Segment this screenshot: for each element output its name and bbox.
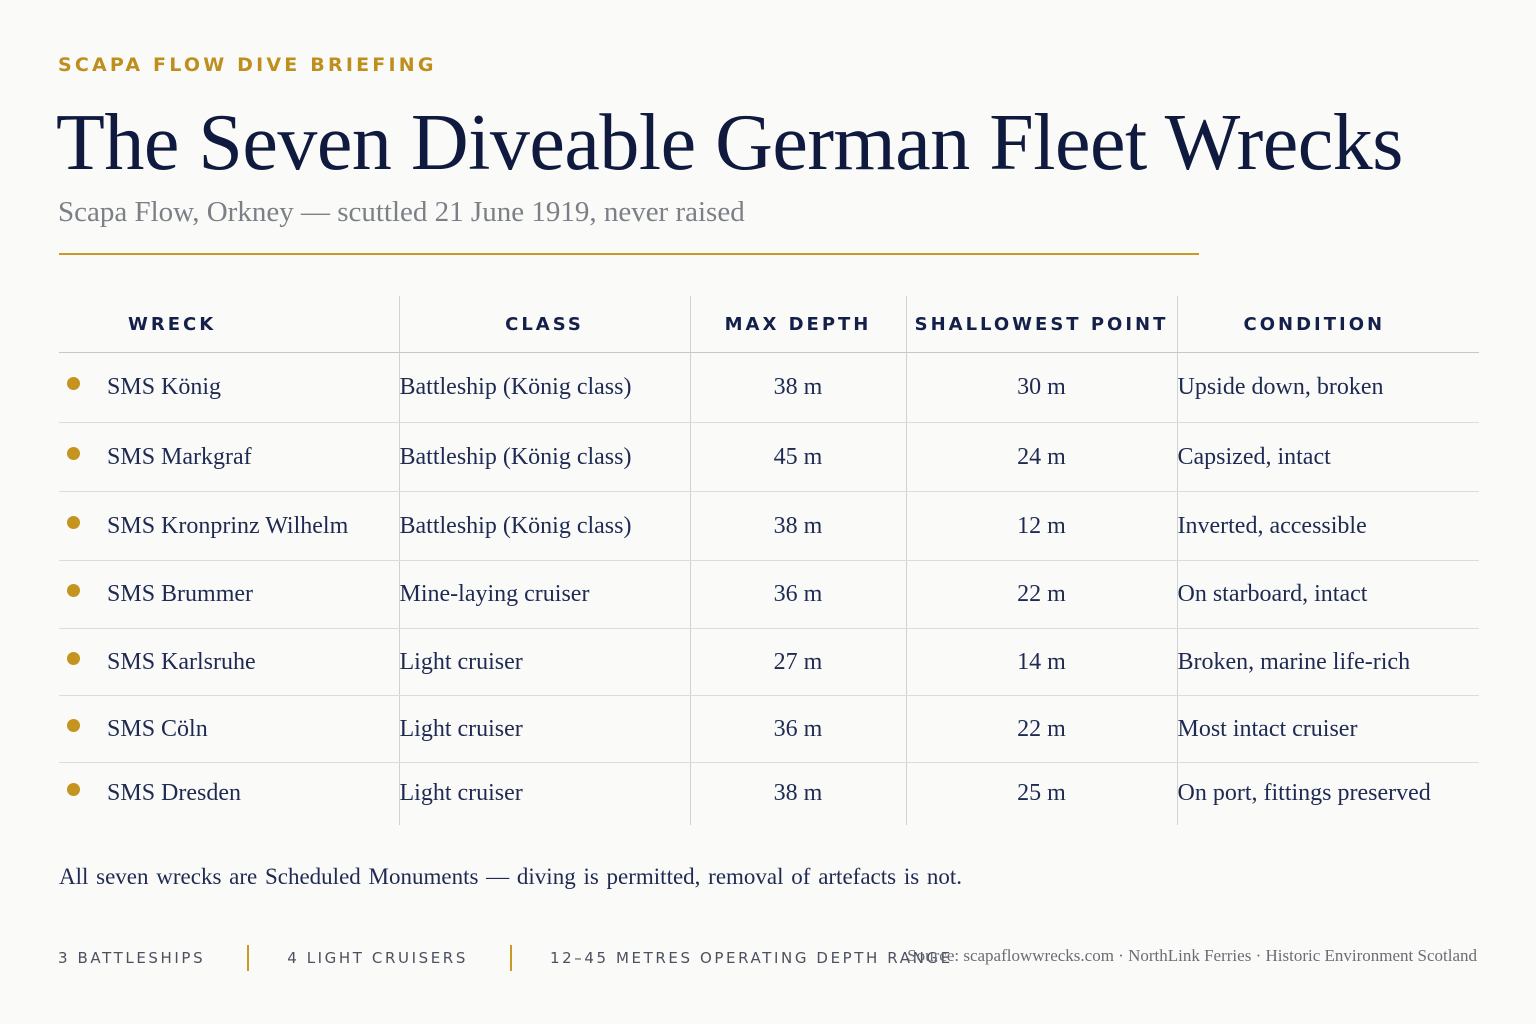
- class-cell: Light cruiser: [398, 628, 690, 696]
- stat-battleships: 3 BATTLESHIPS: [58, 949, 206, 967]
- table-row: SMS Markgraf Battleship (König class) 45…: [59, 422, 1479, 492]
- stat-divider: [509, 945, 512, 971]
- stat-depth-range: 12–45 METRES OPERATING DEPTH RANGE: [549, 949, 953, 967]
- max-depth-cell: 36 m: [689, 560, 906, 629]
- shallowest-point-cell: 12 m: [905, 491, 1177, 561]
- wreck-name: SMS Cöln: [107, 715, 208, 742]
- source-credit: Source: scapaflowwrecks.com · NorthLink …: [907, 946, 1477, 965]
- table-header-row: WRECK CLASS MAX DEPTH SHALLOWEST POINT C…: [59, 296, 1479, 353]
- class-cell: Mine-laying cruiser: [398, 560, 690, 629]
- bullet-dot-icon: [67, 718, 80, 732]
- wreck-cell: SMS Karlsruhe: [59, 628, 399, 696]
- shallowest-point-cell: 22 m: [905, 560, 1177, 629]
- wreck-cell: SMS Markgraf: [59, 422, 399, 492]
- footer-stats: 3 BATTLESHIPS 4 LIGHT CRUISERS 12–45 MET…: [58, 945, 953, 971]
- max-depth-cell: 38 m: [689, 491, 906, 561]
- column-header-wreck: WRECK: [59, 296, 399, 353]
- stat-light-cruisers: 4 LIGHT CRUISERS: [287, 949, 468, 967]
- wreck-cell: SMS König: [59, 352, 399, 423]
- column-header-class: CLASS: [398, 296, 690, 353]
- class-cell: Light cruiser: [398, 762, 690, 825]
- table-row: SMS Cöln Light cruiser 36 m 22 m Most in…: [59, 695, 1479, 763]
- wreck-name: SMS Kronprinz Wilhelm: [107, 512, 349, 539]
- wreck-cell: SMS Dresden: [59, 763, 399, 825]
- wreck-name: SMS Brummer: [107, 581, 254, 607]
- bullet-dot-icon: [67, 377, 80, 390]
- footnote: All seven wrecks are Scheduled Monuments…: [59, 864, 963, 889]
- class-cell: Battleship (König class): [398, 352, 690, 423]
- page-title: The Seven Diveable German Fleet Wrecks: [56, 99, 1403, 187]
- condition-cell: On starboard, intact: [1176, 560, 1479, 629]
- column-header-max-depth: MAX DEPTH: [689, 296, 906, 353]
- max-depth-cell: 38 m: [689, 352, 906, 423]
- wreck-name: SMS König: [107, 374, 222, 400]
- condition-cell: Broken, marine life-rich: [1176, 628, 1479, 696]
- wreck-cell: SMS Brummer: [59, 560, 399, 629]
- bullet-dot-icon: [67, 446, 80, 460]
- wreck-name: SMS Markgraf: [107, 443, 252, 470]
- bullet-dot-icon: [67, 651, 80, 665]
- table-row: SMS König Battleship (König class) 38 m …: [59, 352, 1479, 423]
- page-subtitle: Scapa Flow, Orkney — scuttled 21 June 19…: [58, 196, 745, 228]
- table-row: SMS Karlsruhe Light cruiser 27 m 14 m Br…: [59, 628, 1479, 696]
- max-depth-cell: 36 m: [689, 695, 906, 763]
- shallowest-point-cell: 14 m: [905, 628, 1177, 696]
- condition-cell: Upside down, broken: [1176, 352, 1479, 423]
- class-cell: Light cruiser: [398, 695, 690, 763]
- bullet-dot-icon: [67, 515, 80, 529]
- bullet-dot-icon: [67, 783, 80, 797]
- shallowest-point-cell: 25 m: [905, 762, 1177, 825]
- table-row: SMS Brummer Mine-laying cruiser 36 m 22 …: [59, 560, 1479, 629]
- wrecks-table: WRECK CLASS MAX DEPTH SHALLOWEST POINT C…: [59, 296, 1479, 825]
- stat-divider: [247, 945, 250, 971]
- shallowest-point-cell: 30 m: [905, 352, 1177, 423]
- condition-cell: Most intact cruiser: [1176, 695, 1479, 763]
- max-depth-cell: 45 m: [689, 422, 906, 492]
- shallowest-point-cell: 24 m: [905, 422, 1177, 492]
- bullet-dot-icon: [67, 584, 80, 597]
- column-header-condition: CONDITION: [1176, 296, 1479, 353]
- shallowest-point-cell: 22 m: [905, 695, 1177, 763]
- class-cell: Battleship (König class): [398, 422, 690, 492]
- header-divider: [59, 253, 1199, 255]
- table-row: SMS Dresden Light cruiser 38 m 25 m On p…: [59, 762, 1479, 825]
- condition-cell: Inverted, accessible: [1176, 491, 1479, 561]
- wreck-name: SMS Dresden: [107, 780, 242, 807]
- max-depth-cell: 38 m: [689, 762, 906, 825]
- wreck-cell: SMS Cöln: [59, 695, 399, 763]
- condition-cell: Capsized, intact: [1176, 422, 1479, 492]
- table-row: SMS Kronprinz Wilhelm Battleship (König …: [59, 491, 1479, 561]
- wreck-cell: SMS Kronprinz Wilhelm: [59, 491, 399, 561]
- wreck-name: SMS Karlsruhe: [107, 648, 256, 675]
- class-cell: Battleship (König class): [398, 491, 690, 561]
- eyebrow-label: SCAPA FLOW DIVE BRIEFING: [58, 54, 437, 76]
- column-header-shallowest-point: SHALLOWEST POINT: [905, 296, 1177, 353]
- condition-cell: On port, fittings preserved: [1176, 762, 1479, 825]
- max-depth-cell: 27 m: [689, 628, 906, 696]
